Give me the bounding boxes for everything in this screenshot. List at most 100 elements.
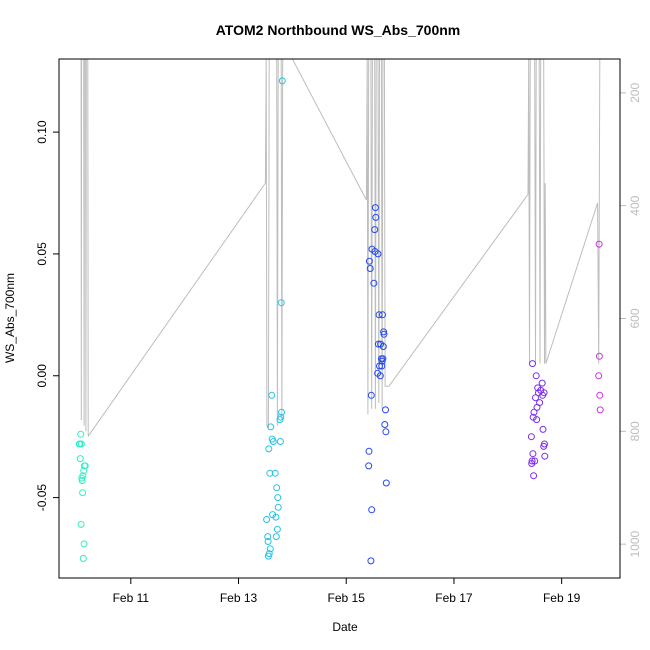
data-point [375,311,383,319]
data-point [376,372,384,380]
data-point [596,406,604,414]
y-tick-label: 0.05 [35,242,49,266]
secondary-y-tick-label: 400 [628,195,642,215]
data-point [366,265,374,272]
data-point [271,469,279,477]
data-point [276,438,284,445]
data-point [265,445,273,453]
data-point [269,438,277,445]
y-axis-label: WS_Abs_700nm [3,273,17,363]
data-point [596,391,604,399]
x-tick-label: Feb 15 [328,591,366,605]
data-point [538,379,546,387]
secondary-y-tick-label: 200 [628,83,642,103]
data-point [267,423,275,431]
axes-layer: Feb 11 Feb 13 Feb 15 Feb 17 Feb 19 -0.05 0.00 0… [35,83,642,605]
data-point [533,403,541,411]
data-point [278,408,285,416]
x-tick-label: Feb 13 [220,591,258,605]
data-point [529,450,537,458]
data-point [264,533,272,541]
data-point [541,452,549,460]
data-point [277,299,285,307]
x-axis-label: Date [332,620,358,634]
data-point [78,477,86,484]
data-point [77,440,85,448]
data-point [273,484,281,492]
data-point [380,330,388,338]
data-point [530,408,538,416]
data-point [376,362,383,370]
x-tick-label: Feb 17 [435,591,473,605]
data-point [268,391,276,399]
data-point [365,257,373,265]
data-point [532,394,539,402]
data-point [372,213,380,221]
data-point [365,447,373,455]
x-tick-label: Feb 11 [113,591,150,605]
data-point [272,513,280,521]
secondary-y-tick-label: 1000 [628,530,642,557]
points-layer [75,77,604,565]
data-point [382,479,390,487]
data-point [274,503,282,511]
data-point [532,372,540,380]
data-point [368,506,376,514]
data-point [264,538,272,545]
secondary-y-tick-label: 800 [628,421,642,441]
data-point [273,525,281,533]
data-point [530,472,538,480]
data-point [80,540,88,548]
data-point [379,343,387,350]
data-point [533,416,541,424]
data-point [539,425,547,433]
data-point [266,469,274,477]
chart-title: ATOM2 Northbound WS_Abs_700nm [216,22,461,38]
secondary-y-tick-label: 600 [628,308,642,328]
secondary-line-layer [80,59,601,438]
data-point [528,460,536,467]
data-point [278,77,286,85]
y-tick-label: 0.00 [35,364,49,388]
data-point [80,467,88,475]
data-point [595,372,603,380]
data-point [79,489,87,497]
data-point [77,520,85,528]
data-point [79,555,87,562]
data-point [371,226,379,234]
data-point [367,391,375,399]
data-point [528,457,536,465]
secondary-series-line [80,59,601,438]
data-point [370,279,378,287]
data-point [266,545,274,553]
data-point [367,557,375,565]
y-tick-label: 0.10 [35,120,49,144]
data-point [595,352,603,360]
data-point [276,416,284,424]
data-point [371,204,379,212]
data-point [378,362,386,370]
data-point [272,533,280,541]
data-point [79,472,87,480]
data-point [365,462,373,470]
data-point [527,433,535,441]
data-point [76,455,84,463]
data-point [529,360,536,368]
data-point [382,428,390,436]
y-tick-label: -0.05 [35,484,49,512]
data-point [540,442,548,450]
data-point [374,250,382,258]
data-point [379,311,386,319]
data-point [264,552,272,560]
data-point [595,240,603,248]
data-point [274,494,282,502]
data-point [81,462,89,470]
data-point [380,328,388,336]
plot-frame [58,58,621,579]
data-point [77,430,85,438]
data-point [381,421,389,428]
data-point [263,516,271,523]
data-point [539,391,547,399]
data-point [382,406,389,414]
